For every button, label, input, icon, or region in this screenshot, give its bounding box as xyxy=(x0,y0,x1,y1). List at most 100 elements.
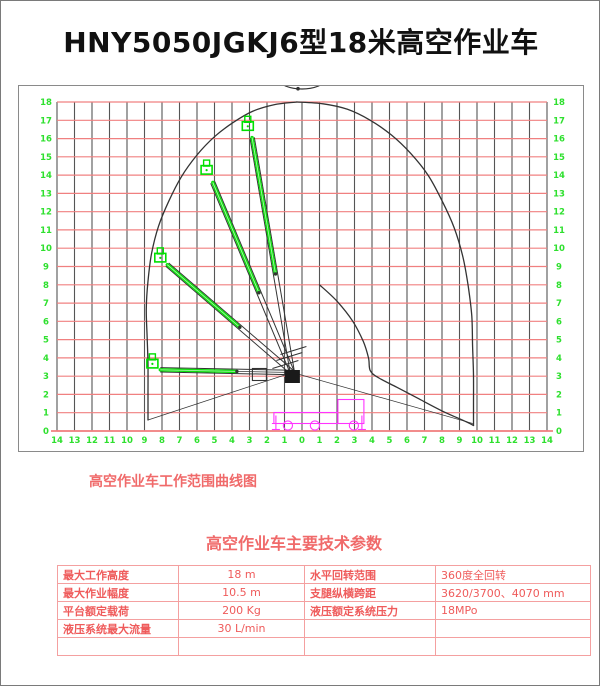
parameters-caption: 高空作业车主要技术参数 xyxy=(206,534,383,553)
y-axis-tick-label-left: 7 xyxy=(43,299,49,309)
boom-arm xyxy=(249,135,295,373)
platform-center-dot xyxy=(205,169,208,172)
x-axis-tick-label: 4 xyxy=(229,436,235,446)
table-row: 液压系统最大流量 30 L/min xyxy=(57,619,591,638)
y-axis-tick-label-right: 0 xyxy=(556,427,562,437)
boom-knuckle xyxy=(273,272,278,276)
table-row: 最大作业幅度 10.5 m 支腿纵横跨距 3620/3700、4070 mm xyxy=(57,583,591,602)
y-axis-tick-label-left: 11 xyxy=(40,226,52,236)
envelope-curve xyxy=(145,101,298,421)
x-axis-tick-label: 14 xyxy=(541,436,553,446)
boom-extension-highlight xyxy=(160,369,237,372)
platform-operator-figure xyxy=(244,115,252,123)
axis-tick-labels: 14 13 12 11 10 9 8 7 6 5 4 3 2 1 0 1 2 3 4 5 6 7 8 9 10 11 12 13 140… xyxy=(40,98,565,446)
x-axis-tick-label: 4 xyxy=(369,436,375,446)
y-axis-tick-label-left: 14 xyxy=(40,171,52,181)
y-axis-tick-label-right: 12 xyxy=(553,208,565,218)
stowed-platform-basket xyxy=(251,367,267,382)
boom-arm xyxy=(158,367,293,376)
y-axis-tick-label-right: 1 xyxy=(556,409,562,419)
table-cell-value-left xyxy=(178,637,305,656)
boom-knuckle xyxy=(238,325,242,329)
x-axis-tick-label: 0 xyxy=(299,436,305,446)
table-row: 平台额定载荷 200 Kg 液压额定系统压力 18MPo xyxy=(57,601,591,620)
platform-operator-figure xyxy=(156,247,165,255)
x-axis-tick-label: 12 xyxy=(506,436,518,446)
y-axis-tick-label-left: 15 xyxy=(40,153,52,163)
table-cell-value-right: 3620/3700、4070 mm xyxy=(435,583,591,602)
y-axis-tick-label-right: 7 xyxy=(556,299,562,309)
table-cell-value-right xyxy=(435,637,591,656)
x-axis-tick-label: 7 xyxy=(177,436,183,446)
boom-arm xyxy=(210,180,295,374)
y-axis-tick-label-left: 0 xyxy=(43,427,49,437)
boom-rail xyxy=(160,371,293,376)
work-platform-basket xyxy=(241,115,255,132)
x-axis-tick-label: 11 xyxy=(104,436,116,446)
x-axis-tick-label: 12 xyxy=(86,436,98,446)
boom-rail xyxy=(214,181,295,372)
truck-deck xyxy=(273,411,339,425)
y-axis-tick-label-right: 14 xyxy=(553,171,565,181)
boom-rail xyxy=(249,137,291,373)
y-axis-tick-label-left: 4 xyxy=(43,354,49,364)
work-platform-basket xyxy=(200,159,213,175)
x-axis-tick-label: 11 xyxy=(489,436,501,446)
reach-guide-line xyxy=(292,372,474,425)
y-axis-tick-label-left: 12 xyxy=(40,208,52,218)
x-axis-tick-label: 1 xyxy=(282,436,288,446)
y-axis-tick-label-right: 2 xyxy=(556,390,562,400)
x-axis-tick-label: 8 xyxy=(439,436,445,446)
boom-rail xyxy=(253,137,295,373)
y-axis-tick-label-left: 13 xyxy=(40,189,52,199)
y-axis-tick-label-right: 10 xyxy=(553,244,565,254)
table-cell-label-left: 平台额定载荷 xyxy=(57,601,179,620)
table-cell-value-left: 10.5 m xyxy=(178,583,305,602)
y-axis-tick-label-left: 1 xyxy=(43,409,49,419)
y-axis-tick-label-right: 6 xyxy=(556,317,562,327)
specifications-table-body: 最大工作高度 18 m 水平回转范围 360度全回转 最大作业幅度 10.5 m 支腿纵横跨… xyxy=(57,565,591,656)
y-axis-tick-label-right: 18 xyxy=(553,98,565,108)
table-cell-label-right: 支腿纵横跨距 xyxy=(304,583,436,602)
turntable-base xyxy=(284,370,300,383)
x-axis-tick-label: 8 xyxy=(159,436,165,446)
y-axis-tick-label-left: 2 xyxy=(43,390,49,400)
x-axis-tick-label: 3 xyxy=(352,436,358,446)
x-axis-tick-label: 10 xyxy=(121,436,133,446)
truck-wheel xyxy=(348,420,360,431)
work-platform-basket xyxy=(146,353,159,369)
boom-extension-highlight xyxy=(212,182,260,293)
chart-svg: 14 13 12 11 10 9 8 7 6 5 4 3 2 1 0 1 2 3 4 5 6 7 8 9 10 11 12 13 140… xyxy=(40,86,565,446)
table-cell-label-right xyxy=(304,619,436,638)
truck-wheel xyxy=(309,420,321,431)
table-cell-label-left: 最大作业幅度 xyxy=(57,583,179,602)
truck-chassis xyxy=(271,398,366,431)
x-axis-tick-label: 13 xyxy=(524,436,536,446)
rotation-ellipse xyxy=(284,86,320,90)
envelope-curve xyxy=(318,284,475,427)
table-row: 最大工作高度 18 m 水平回转范围 360度全回转 xyxy=(57,565,591,584)
x-axis-tick-label: 5 xyxy=(212,436,218,446)
folded-boom-segment xyxy=(276,351,303,362)
table-cell-value-left: 30 L/min xyxy=(178,619,305,638)
x-axis-tick-label: 2 xyxy=(264,436,270,446)
y-axis-tick-label-left: 17 xyxy=(40,116,52,126)
y-axis-tick-label-left: 5 xyxy=(43,336,49,346)
x-axis-tick-label: 14 xyxy=(51,436,63,446)
x-axis-tick-label: 6 xyxy=(404,436,410,446)
envelope-curves xyxy=(145,101,475,427)
table-cell-value-right: 18MPo xyxy=(435,601,591,620)
specifications-table: 最大工作高度 18 m 水平回转范围 360度全回转 最大作业幅度 10.5 m 支腿纵横跨… xyxy=(57,565,591,656)
y-axis-tick-label-left: 3 xyxy=(43,372,49,382)
table-cell-value-right: 360度全回转 xyxy=(435,565,591,584)
boom-rail xyxy=(210,183,291,374)
platform-center-dot xyxy=(151,362,154,365)
y-axis-tick-label-right: 15 xyxy=(553,153,565,163)
table-cell-value-left: 200 Kg xyxy=(178,601,305,620)
y-axis-tick-label-right: 3 xyxy=(556,372,562,382)
rotation-indicator xyxy=(284,86,320,91)
y-axis-tick-label-left: 16 xyxy=(40,135,52,145)
table-cell-label-right: 水平回转范围 xyxy=(304,565,436,584)
x-axis-tick-label: 9 xyxy=(142,436,148,446)
